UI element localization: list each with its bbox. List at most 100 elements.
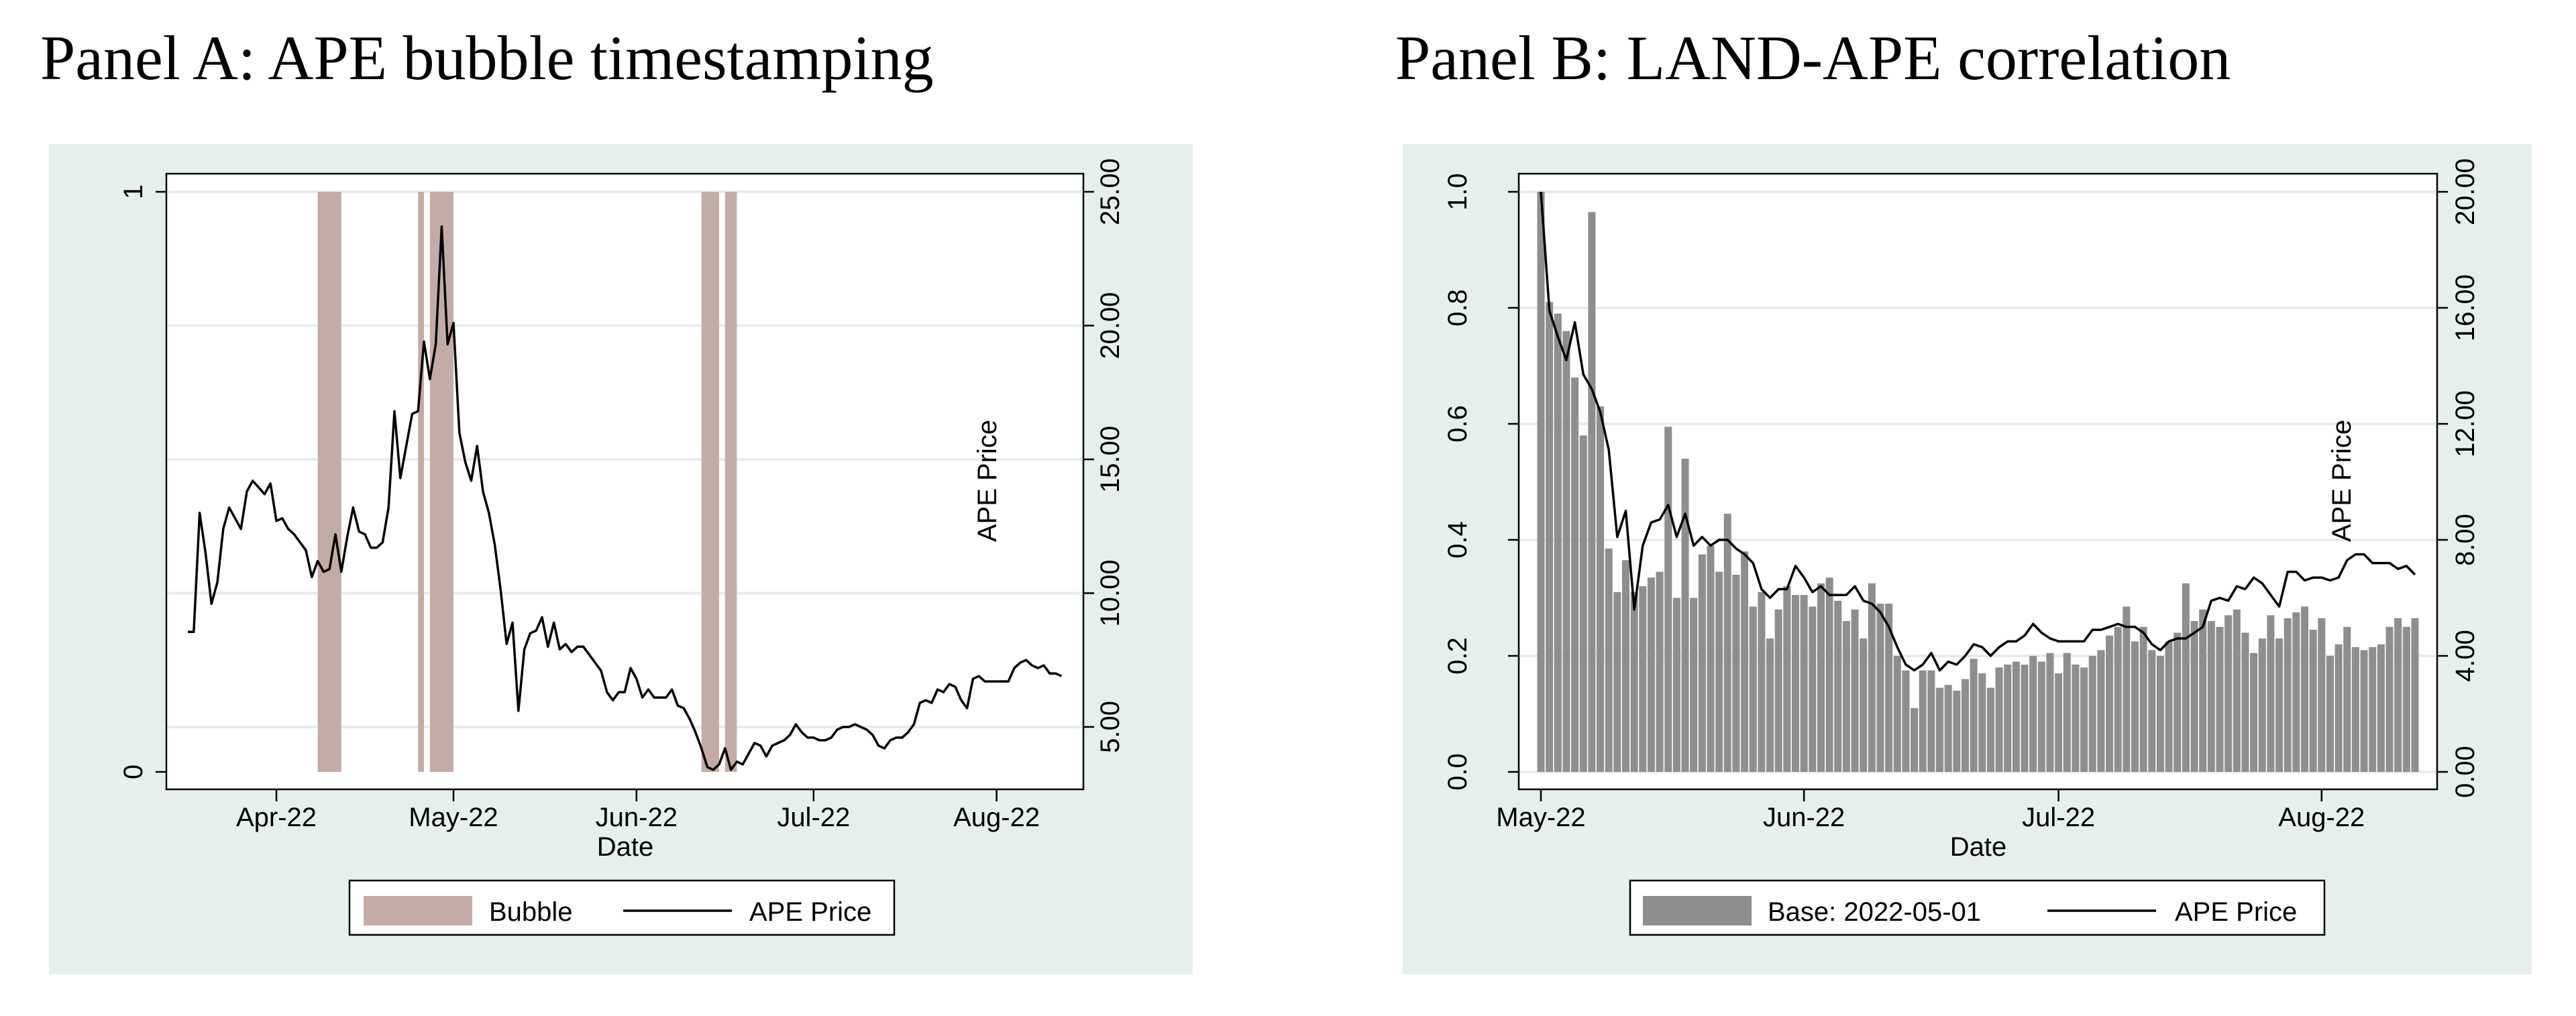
bar [2326, 656, 2334, 772]
bar [1621, 560, 1630, 772]
bar [1800, 595, 1808, 772]
bar [1986, 687, 1994, 772]
bar [2012, 661, 2020, 772]
bar [1902, 670, 1910, 772]
bar [1647, 577, 1655, 772]
bar [1911, 708, 1919, 772]
x-axis-title: Date [597, 832, 654, 862]
bubble-period [317, 192, 341, 772]
bar [2156, 656, 2164, 772]
bubble-period [418, 192, 424, 772]
bar [1749, 606, 1757, 772]
bar [2377, 644, 2385, 772]
bar [1860, 638, 1868, 772]
bar [2292, 612, 2300, 772]
bar [2250, 653, 2258, 772]
bar [1537, 192, 1545, 772]
bar [1970, 659, 1978, 772]
y-left-tick-label: 0.8 [1443, 289, 1472, 327]
y-left-tick-label: 0.4 [1443, 521, 1472, 559]
bar [2343, 626, 2351, 772]
bar [1842, 621, 1850, 772]
bar [1868, 583, 1876, 772]
bar [2411, 618, 2419, 772]
x-tick-label: Aug-22 [953, 803, 1040, 832]
bar [1783, 586, 1791, 772]
bar [2097, 650, 2105, 772]
legend-swatch [1643, 896, 1752, 925]
bar [2106, 635, 2114, 772]
legend-label: Bubble [489, 897, 573, 927]
y-left-tick-label: 0.0 [1443, 753, 1472, 791]
bubble-period [701, 192, 719, 772]
bar [1766, 638, 1774, 772]
bar [1690, 598, 1698, 772]
bar [2088, 656, 2096, 772]
bubble-period [724, 192, 737, 772]
bar [1927, 670, 1935, 772]
bar [1876, 604, 1884, 772]
bar [1562, 331, 1570, 773]
bar [1554, 313, 1562, 772]
x-tick-label: Jul-22 [777, 803, 850, 832]
panel-b-title: Panel B: LAND-APE correlation [1395, 23, 2231, 93]
bar [2139, 626, 2147, 772]
x-tick-label: Jun-22 [1763, 803, 1845, 832]
y-right-tick-label: 10.00 [1095, 559, 1125, 626]
y-right-tick-label: 20.00 [1095, 292, 1125, 359]
bar [2080, 667, 2088, 772]
legend-label: Base: 2022-05-01 [1768, 897, 1981, 927]
x-tick-label: Aug-22 [2278, 803, 2365, 832]
bar [1834, 600, 1842, 772]
bar [2233, 609, 2241, 772]
bar [2334, 644, 2343, 772]
ape-price-line [188, 225, 1063, 771]
bar [2123, 606, 2131, 772]
bar [1936, 687, 1944, 772]
bar [1715, 571, 1723, 772]
bar [2369, 647, 2377, 772]
bar [2241, 632, 2249, 772]
bar [1605, 548, 1613, 772]
x-tick-label: May-22 [409, 803, 498, 832]
bar [1630, 591, 1638, 772]
ape-price-line [1540, 191, 2416, 672]
bar [2224, 615, 2233, 772]
bar [1597, 406, 1605, 772]
bar [1791, 595, 1800, 772]
bar [2072, 664, 2080, 772]
y-right-tick-label: 25.00 [1095, 158, 1125, 225]
bar [1656, 571, 1664, 772]
bar [1758, 591, 1766, 772]
bar [2402, 626, 2410, 772]
bar [2190, 621, 2198, 772]
bar [1681, 458, 1689, 772]
bar [2029, 656, 2037, 772]
plot-area [166, 174, 1083, 789]
bar [1944, 685, 1952, 772]
bar [1893, 656, 1901, 772]
plot-frame [165, 172, 1085, 791]
bar [2394, 618, 2402, 772]
bar [1741, 551, 1749, 772]
bar [2004, 664, 2012, 772]
bar [2275, 638, 2284, 772]
bar [1732, 574, 1740, 772]
bar [2385, 626, 2394, 772]
bar [1885, 604, 1893, 772]
x-tick-label: Jul-22 [2022, 803, 2095, 832]
bar [1664, 427, 1672, 772]
bar [2267, 615, 2275, 772]
x-tick-label: May-22 [1496, 803, 1585, 832]
bar [2114, 626, 2122, 772]
y-right-tick-label: 15.00 [1095, 426, 1125, 493]
bar [2131, 641, 2139, 772]
bar [2165, 641, 2173, 772]
bar [1825, 577, 1833, 772]
bar [2046, 653, 2054, 772]
bar [2182, 583, 2190, 772]
bar [2318, 618, 2326, 772]
bar [2351, 647, 2359, 772]
bar [1672, 598, 1680, 772]
